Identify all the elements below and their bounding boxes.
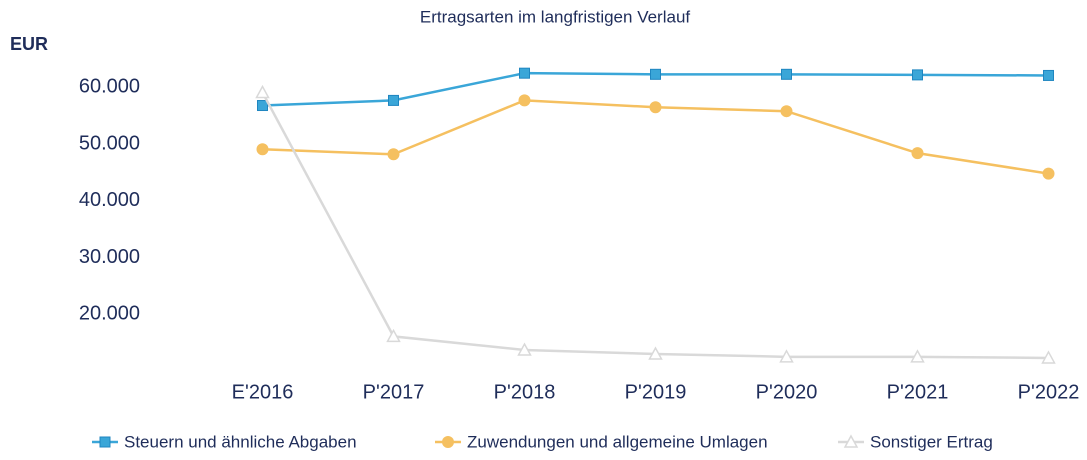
marker (388, 94, 399, 106)
marker (780, 105, 793, 118)
marker (519, 67, 530, 79)
x-tick-label: P'2022 (1018, 381, 1080, 403)
marker (386, 328, 401, 343)
y-tick-label: 20.000 (79, 303, 140, 325)
x-tick-label: P'2019 (625, 381, 687, 403)
y-tick-label: 50.000 (79, 132, 140, 154)
x-tick-label: P'2020 (756, 381, 818, 403)
marker (648, 346, 663, 360)
x-tick-label: E'2016 (232, 381, 294, 403)
marker (781, 68, 792, 80)
y-tick-label: 60.000 (79, 76, 140, 98)
marker (650, 68, 661, 80)
marker (256, 143, 269, 156)
series-line (261, 91, 1049, 360)
marker (442, 436, 454, 448)
marker (910, 349, 925, 363)
marker (99, 436, 111, 448)
x-tick-label: P'2021 (887, 381, 949, 403)
y-tick-label: 40.000 (79, 189, 140, 211)
legend-label: Zuwendungen und allgemeine Umlagen (467, 432, 768, 451)
marker (518, 94, 531, 107)
marker (517, 342, 532, 356)
marker (1043, 69, 1054, 81)
chart-title: Ertragsarten im langfristigen Verlauf (420, 7, 691, 26)
marker (912, 69, 923, 81)
marker (779, 349, 794, 363)
marker (255, 84, 270, 99)
marker (843, 434, 859, 448)
marker (1042, 167, 1055, 180)
x-tick-label: P'2018 (494, 381, 556, 403)
x-tick-label: P'2017 (363, 381, 425, 403)
marker (911, 147, 924, 160)
y-tick-label: 30.000 (79, 246, 140, 268)
marker (649, 101, 662, 114)
legend-label: Steuern und ähnliche Abgaben (124, 432, 357, 451)
y-axis-label: EUR (10, 34, 48, 54)
marker (1041, 350, 1056, 364)
marker (387, 148, 400, 161)
legend-label: Sonstiger Ertrag (870, 432, 993, 451)
marker (257, 100, 268, 112)
